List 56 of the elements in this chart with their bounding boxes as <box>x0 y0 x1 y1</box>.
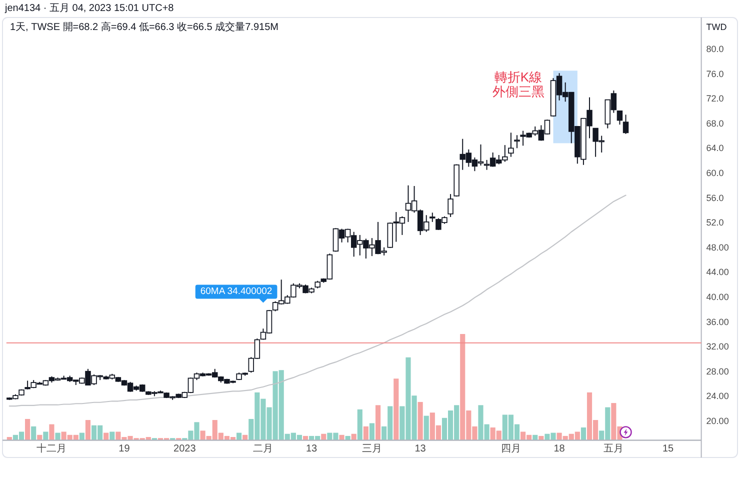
x-tick-label: 13 <box>306 444 318 454</box>
bar <box>110 432 115 440</box>
bar <box>55 432 60 440</box>
y-tick-label: 36.00 <box>706 316 729 327</box>
x-tick-label: 19 <box>118 444 130 454</box>
y-axis-title: TWD <box>706 22 728 32</box>
bar <box>49 424 54 440</box>
y-tick-label: 24.00 <box>706 391 729 402</box>
annotation: 外側三黑 <box>492 84 544 100</box>
x-tick-label: 18 <box>554 444 566 454</box>
bar <box>375 405 381 440</box>
y-tick-label: 52.0 <box>706 218 724 228</box>
x-tick-label: 15 <box>662 444 674 454</box>
y-tick-label: 68.0 <box>706 118 724 128</box>
x-tick-label: 二月 <box>253 444 274 454</box>
y-tick-label: 20.00 <box>706 416 729 426</box>
y-tick-label: 32.00 <box>706 342 729 352</box>
y-tick-label: 80.0 <box>706 44 724 54</box>
x-tick-label: 三月 <box>362 444 382 454</box>
candlestick <box>514 134 520 149</box>
bar <box>580 427 586 440</box>
candlestick <box>430 212 436 222</box>
annotation: 轉折K線 <box>494 70 542 85</box>
bar <box>339 434 344 440</box>
bar <box>85 420 91 440</box>
x-tick-label: 四月 <box>500 444 521 454</box>
x-tick-label: 十二月 <box>36 442 67 454</box>
x-tick-label: 五月 <box>604 444 624 454</box>
bar <box>25 418 30 440</box>
bar <box>363 426 368 440</box>
y-tick-label: 76.0 <box>706 68 724 79</box>
y-tick-label: 44.00 <box>706 267 729 278</box>
x-tick-label: 2023 <box>174 444 196 454</box>
y-tick-label: 40.00 <box>706 292 729 302</box>
bar <box>31 426 36 440</box>
y-tick-label: 60.0 <box>706 168 724 178</box>
candlestick <box>622 114 629 134</box>
y-tick-label: 72.0 <box>706 94 724 104</box>
bar <box>418 402 423 440</box>
candlestick <box>508 132 514 158</box>
annotation: 60MA 34.400002 <box>200 286 272 298</box>
y-tick-label: 48.00 <box>706 242 729 252</box>
bar <box>424 416 429 440</box>
chart-title: 1天, TWSE 開=68.2 高=69.4 低=66.3 收=66.5 成交量7.915M <box>10 21 278 33</box>
bar <box>43 432 48 440</box>
bar <box>357 409 362 440</box>
candlestick <box>448 194 454 218</box>
text: jen4134 · 五月 04, 2023 15:01 UTC+8 <box>4 3 174 14</box>
bar <box>394 378 399 440</box>
line-series <box>8 194 626 407</box>
y-tick-label: 56.0 <box>706 192 724 203</box>
y-tick-label: 28.00 <box>706 366 729 376</box>
bar <box>369 423 375 440</box>
y-tick-label: 64.0 <box>706 143 724 154</box>
candlestick <box>616 110 623 126</box>
x-tick-label: 13 <box>414 444 426 454</box>
